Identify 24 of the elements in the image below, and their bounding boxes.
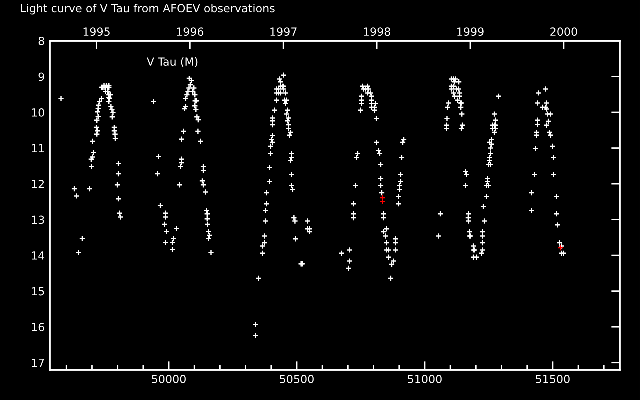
annotation: V Tau (M) — [146, 57, 198, 68]
x-tick-label: 51500 — [536, 375, 570, 384]
point — [380, 194, 386, 202]
x-tick-label: 51000 — [408, 375, 442, 384]
chart-title: Light curve of V Tau from AFOEV observations — [21, 4, 275, 15]
x2-tick-label: 1996 — [177, 28, 204, 36]
x2-tick-label: 1998 — [364, 28, 390, 36]
y-tick-label: 10 — [32, 108, 44, 117]
y-tick-label: 17 — [32, 358, 44, 368]
x2-tick-label: 1995 — [84, 28, 110, 36]
y-tick-label: 15 — [32, 287, 44, 296]
y-tick-label: 11 — [32, 144, 44, 153]
point — [380, 198, 386, 206]
y-tick-label: 13 — [32, 216, 44, 224]
x2-tick-label: 1999 — [458, 28, 484, 36]
y-tick-label: 8 — [38, 36, 44, 46]
y-tick-label: 12 — [32, 180, 44, 188]
y-tick-label: 14 — [32, 252, 45, 260]
x2-tick-label: 2000 — [550, 28, 578, 36]
x2-tick-label: 1997 — [270, 28, 297, 36]
x-tick-label: 50000 — [152, 375, 186, 384]
x-tick-label: 50500 — [280, 375, 314, 384]
y-tick-label: 16 — [32, 323, 44, 332]
y-tick-label: 9 — [38, 72, 44, 82]
